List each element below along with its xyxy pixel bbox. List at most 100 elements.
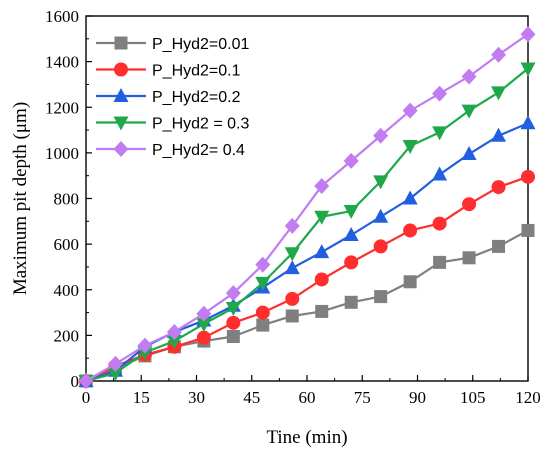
data-point	[343, 152, 359, 169]
data-point	[492, 239, 506, 253]
data-point	[403, 223, 418, 238]
data-point	[314, 177, 330, 194]
series-5	[78, 26, 536, 389]
data-point	[284, 217, 300, 234]
x-tick-label: 30	[188, 388, 205, 407]
x-tick-label: 75	[354, 388, 371, 407]
data-point	[491, 180, 506, 195]
data-point	[107, 355, 123, 372]
data-point	[344, 295, 358, 309]
legend-label: P_Hyd2=0.2	[152, 89, 241, 106]
y-tick-label: 400	[54, 281, 80, 300]
series-1	[79, 223, 535, 388]
data-point	[107, 367, 123, 382]
data-point	[137, 337, 153, 354]
legend-label: P_Hyd2=0.1	[152, 63, 241, 80]
series-line	[85, 67, 529, 383]
data-point	[196, 330, 211, 345]
legend-marker	[113, 141, 129, 157]
y-tick-label: 1200	[45, 98, 79, 117]
data-point	[166, 323, 182, 340]
data-point	[315, 304, 329, 318]
y-tick-label: 800	[54, 190, 80, 209]
data-point	[432, 166, 448, 181]
data-point	[225, 302, 241, 316]
series-line	[85, 229, 529, 383]
legend: P_Hyd2=0.01 P_Hyd2=0.1 P_Hyd2=0.2 P_Hyd2 = …	[96, 36, 250, 159]
x-tick-label: 120	[515, 388, 541, 407]
data-point	[373, 239, 388, 254]
data-point	[402, 102, 418, 119]
data-point	[462, 251, 476, 265]
y-axis-title: Maximum pit depth (μm)	[10, 102, 31, 295]
data-point	[432, 85, 448, 102]
data-point	[432, 216, 447, 231]
data-point	[196, 305, 212, 322]
legend-marker	[114, 62, 128, 77]
data-point	[78, 373, 94, 389]
data-point	[521, 169, 535, 184]
y-tick-label: 1000	[45, 144, 79, 163]
y-tick-label: 600	[54, 235, 80, 254]
data-point	[255, 276, 271, 291]
data-point	[520, 26, 536, 43]
legend-label: P_Hyd2 = 0.3	[152, 116, 250, 133]
legend-label: P_Hyd2= 0.4	[152, 142, 245, 159]
data-point	[314, 210, 330, 225]
series-line	[85, 33, 529, 382]
y-tick-label: 200	[54, 326, 80, 345]
data-point	[255, 256, 271, 273]
data-point	[491, 46, 507, 63]
y-axis-ticks: 0 200 400 600 800 1000 1200 1400 1600	[45, 7, 92, 391]
data-point	[403, 275, 417, 289]
data-point	[432, 126, 448, 141]
data-point	[373, 175, 389, 190]
data-point	[461, 146, 477, 161]
data-point	[491, 86, 507, 101]
data-point	[284, 247, 300, 262]
data-point	[402, 190, 418, 205]
data-point	[373, 127, 389, 144]
data-point	[225, 285, 241, 302]
data-point	[343, 227, 359, 241]
y-tick-label: 0	[71, 372, 80, 391]
x-tick-label: 0	[82, 388, 91, 407]
data-point	[461, 104, 477, 119]
series-line	[85, 175, 529, 382]
x-axis-ticks: 0 15 30 45 60 75 90 105 120	[82, 375, 541, 407]
data-point	[374, 290, 388, 304]
data-point	[461, 68, 477, 85]
x-tick-label: 45	[243, 388, 260, 407]
legend-marker	[114, 36, 128, 50]
legend-label: P_Hyd2=0.01	[152, 36, 250, 53]
data-point	[255, 305, 270, 320]
data-point	[520, 115, 536, 130]
x-tick-label: 90	[409, 388, 426, 407]
x-tick-label: 105	[460, 388, 486, 407]
data-point	[402, 140, 418, 155]
data-point	[226, 330, 240, 344]
data-point	[166, 335, 182, 350]
data-point	[285, 291, 300, 306]
legend-marker	[113, 88, 129, 102]
data-point	[284, 260, 300, 275]
data-point	[343, 205, 359, 220]
data-point	[433, 255, 447, 269]
data-point	[256, 318, 270, 332]
data-point	[314, 272, 329, 287]
data-point	[226, 315, 241, 330]
y-tick-label: 1400	[45, 53, 79, 72]
data-point	[521, 223, 535, 237]
data-point	[196, 317, 212, 332]
data-point	[520, 62, 536, 77]
x-tick-label: 60	[299, 388, 316, 407]
data-point	[285, 309, 299, 323]
data-point	[462, 197, 477, 212]
legend-marker	[113, 116, 129, 131]
x-axis-title: Tine (min)	[266, 427, 347, 448]
data-point	[344, 255, 359, 270]
series-4	[78, 62, 536, 389]
data-point	[314, 244, 330, 259]
series-layer	[78, 26, 536, 389]
